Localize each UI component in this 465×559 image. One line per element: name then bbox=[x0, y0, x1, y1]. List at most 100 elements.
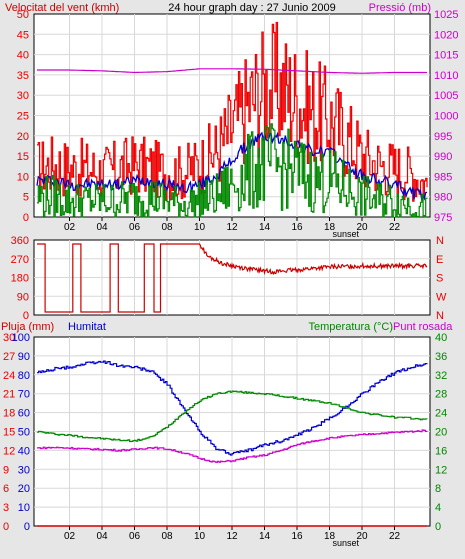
graph-title: 24 hour graph day : 27 Junio 2009 bbox=[168, 2, 336, 14]
wind-x-tick-label: 02 bbox=[64, 222, 76, 233]
rain-y-tick-label: 27 bbox=[3, 351, 15, 363]
wind-y-tick-label: 0 bbox=[23, 212, 29, 224]
temperature-y-tick-label: 16 bbox=[435, 445, 447, 457]
wind-series-green-line bbox=[37, 123, 428, 218]
humidity-y-tick-label: 60 bbox=[18, 408, 30, 420]
direction-y-tick-label: 0 bbox=[23, 310, 29, 322]
climate-x-tick-label: 16 bbox=[291, 531, 303, 542]
temperature-y-tick-label: 32 bbox=[435, 370, 447, 382]
direction-compass-label: W bbox=[436, 291, 447, 303]
humidity-y-tick-label: 0 bbox=[24, 521, 30, 533]
pressure-y-tick-label: 1000 bbox=[434, 111, 458, 123]
climate-x-tick-label: 22 bbox=[389, 531, 401, 542]
humidity-y-tick-label: 70 bbox=[18, 389, 30, 401]
pressure-y-tick-label: 985 bbox=[434, 171, 452, 183]
wind-y-tick-label: 10 bbox=[17, 171, 29, 183]
climate-x-tick-label: 08 bbox=[161, 531, 173, 542]
wind-y-tick-label: 5 bbox=[23, 192, 29, 204]
pressure-axis-label: Pressió (mb) bbox=[369, 2, 431, 14]
temperature-y-tick-label: 24 bbox=[435, 408, 447, 420]
direction-y-tick-label: 270 bbox=[11, 254, 29, 266]
sunset-label: sunset bbox=[332, 229, 359, 239]
wind-x-tick-label: 06 bbox=[129, 222, 141, 233]
temperature-y-tick-label: 4 bbox=[435, 502, 441, 514]
temperature-y-tick-label: 40 bbox=[435, 332, 447, 344]
climate-x-tick-label: 20 bbox=[356, 531, 368, 542]
humidity-y-tick-label: 20 bbox=[18, 483, 30, 495]
rain-y-tick-label: 0 bbox=[3, 521, 9, 533]
rain-y-tick-label: 9 bbox=[3, 464, 9, 476]
pressure-y-tick-label: 975 bbox=[434, 212, 452, 224]
direction-series-line bbox=[37, 243, 428, 313]
rain-y-tick-label: 6 bbox=[3, 483, 9, 495]
rain-legend: Pluja (mm) bbox=[1, 321, 54, 333]
humidity-y-tick-label: 30 bbox=[18, 464, 30, 476]
temperature-y-tick-label: 0 bbox=[435, 521, 441, 533]
dewpoint-legend: Punt rosada bbox=[393, 321, 453, 333]
climate-x-tick-label: 06 bbox=[129, 531, 141, 542]
temperature-y-tick-label: 8 bbox=[435, 483, 441, 495]
climate-x-tick-label: 18 bbox=[324, 531, 336, 542]
direction-y-tick-label: 90 bbox=[17, 291, 29, 303]
direction-y-tick-label: 360 bbox=[11, 235, 29, 247]
climate-x-tick-label: 12 bbox=[226, 531, 238, 542]
humidity-y-tick-label: 90 bbox=[18, 351, 30, 363]
wind-axis-label: Velocitat del vent (kmh) bbox=[5, 2, 119, 14]
pressure-y-tick-label: 1025 bbox=[434, 9, 458, 21]
climate-x-tick-label: 04 bbox=[96, 531, 108, 542]
humidity-y-tick-label: 40 bbox=[18, 445, 30, 457]
wind-x-tick-label: 18 bbox=[324, 222, 336, 233]
humidity-y-tick-label: 100 bbox=[12, 332, 30, 344]
climate-series-blue-line bbox=[37, 360, 428, 456]
climate-series-magenta-line bbox=[37, 429, 428, 463]
humidity-legend: Humitat bbox=[68, 321, 106, 333]
wind-y-tick-label: 45 bbox=[17, 29, 29, 41]
wind-x-tick-label: 14 bbox=[259, 222, 271, 233]
wind-x-tick-label: 22 bbox=[389, 222, 401, 233]
wind-y-tick-label: 40 bbox=[17, 50, 29, 62]
temperature-y-tick-label: 28 bbox=[435, 389, 447, 401]
climate-x-tick-label: 14 bbox=[259, 531, 271, 542]
temperature-y-tick-label: 20 bbox=[435, 427, 447, 439]
wind-series-magenta-line bbox=[37, 68, 427, 74]
wind-series-blue-line bbox=[36, 131, 428, 201]
rain-y-tick-label: 21 bbox=[3, 389, 15, 401]
direction-y-tick-label: 180 bbox=[11, 273, 29, 285]
wind-x-tick-label: 20 bbox=[356, 222, 368, 233]
chart-layer: 0510152025303540455097598098599099510001… bbox=[3, 9, 458, 548]
rain-y-tick-label: 24 bbox=[3, 370, 15, 382]
humidity-y-tick-label: 10 bbox=[18, 502, 30, 514]
temperature-y-tick-label: 12 bbox=[435, 464, 447, 476]
pressure-y-tick-label: 990 bbox=[434, 151, 452, 163]
humidity-y-tick-label: 50 bbox=[18, 427, 30, 439]
pressure-y-tick-label: 1010 bbox=[434, 70, 458, 82]
temperature-y-tick-label: 36 bbox=[435, 351, 447, 363]
pressure-y-tick-label: 1020 bbox=[434, 29, 458, 41]
rain-y-tick-label: 18 bbox=[3, 408, 15, 420]
wind-x-tick-label: 04 bbox=[96, 222, 108, 233]
direction-compass-label: N bbox=[436, 235, 444, 247]
climate-x-tick-label: 10 bbox=[194, 531, 206, 542]
wind-x-tick-label: 16 bbox=[291, 222, 303, 233]
rain-y-tick-label: 12 bbox=[3, 445, 15, 457]
wind-y-tick-label: 25 bbox=[17, 111, 29, 123]
rain-y-tick-label: 3 bbox=[3, 502, 9, 514]
pressure-y-tick-label: 1005 bbox=[434, 90, 458, 102]
climate-x-tick-label: 02 bbox=[64, 531, 76, 542]
wind-x-tick-label: 08 bbox=[161, 222, 173, 233]
wind-y-tick-label: 35 bbox=[17, 70, 29, 82]
wind-y-tick-label: 50 bbox=[17, 9, 29, 21]
pressure-y-tick-label: 980 bbox=[434, 192, 452, 204]
sunset-label: sunset bbox=[332, 538, 359, 548]
humidity-y-tick-label: 80 bbox=[18, 370, 30, 382]
direction-compass-label: E bbox=[436, 254, 443, 266]
rain-y-tick-label: 30 bbox=[3, 332, 15, 344]
wind-y-tick-label: 20 bbox=[17, 131, 29, 143]
temperature-legend: Temperatura (°C) bbox=[309, 321, 393, 333]
wind-y-tick-label: 30 bbox=[17, 90, 29, 102]
pressure-y-tick-label: 1015 bbox=[434, 50, 458, 62]
wind-y-tick-label: 15 bbox=[17, 151, 29, 163]
wind-x-tick-label: 12 bbox=[226, 222, 238, 233]
climate-series-green-line bbox=[37, 390, 428, 443]
